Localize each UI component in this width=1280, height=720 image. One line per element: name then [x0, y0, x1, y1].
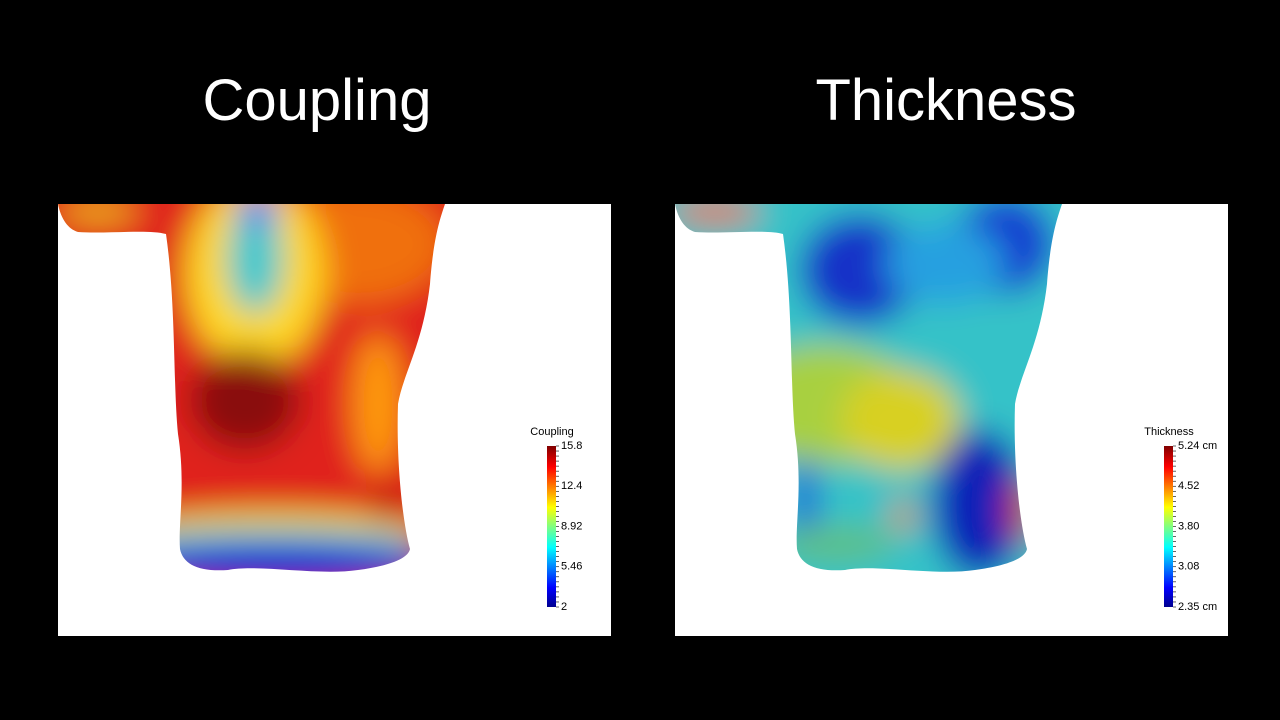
color-region: [775, 526, 895, 562]
colorbar-tick-label: 5.24 cm: [1178, 440, 1217, 452]
colorbar-tick-label: 5.46: [561, 561, 582, 573]
colorbar-tick-label: 4.52: [1178, 480, 1199, 492]
colorbar: [547, 446, 556, 607]
color-region: [840, 370, 960, 470]
color-region: [118, 542, 438, 572]
color-region: [227, 204, 283, 314]
color-region: [190, 350, 300, 450]
colorbar-tick-label: 3.80: [1178, 520, 1199, 532]
colorbar-tick-label: 15.8: [561, 440, 582, 452]
panel-title: Coupling: [203, 68, 432, 133]
panel-title: Thickness: [815, 68, 1076, 133]
panel: Thickness Thickness 5.24 cm 4.52 3.80 3.08 2.3…: [675, 68, 1228, 636]
colorbar-title: Thickness: [1144, 426, 1194, 438]
panel: Coupling Coupling 15.8 12.4 8.92 5.46 2: [58, 68, 611, 636]
colorbar-tick-label: 3.08: [1178, 561, 1199, 573]
color-region: [353, 334, 403, 474]
colorbar-title: Coupling: [530, 426, 573, 438]
colorbar-tick-label: 2.35 cm: [1178, 601, 1217, 613]
color-region: [238, 204, 278, 224]
color-region: [932, 429, 1028, 572]
colorbar-tick-label: 8.92: [561, 520, 582, 532]
colorbar: [1164, 446, 1173, 607]
color-region: [800, 215, 920, 325]
colorbar-tick-label: 2: [561, 601, 567, 613]
color-region: [374, 482, 402, 526]
colorbar-tick-label: 12.4: [561, 480, 582, 492]
color-region: [675, 204, 760, 224]
color-region: [885, 224, 1005, 304]
color-region: [891, 501, 915, 531]
color-region: [58, 204, 138, 222]
